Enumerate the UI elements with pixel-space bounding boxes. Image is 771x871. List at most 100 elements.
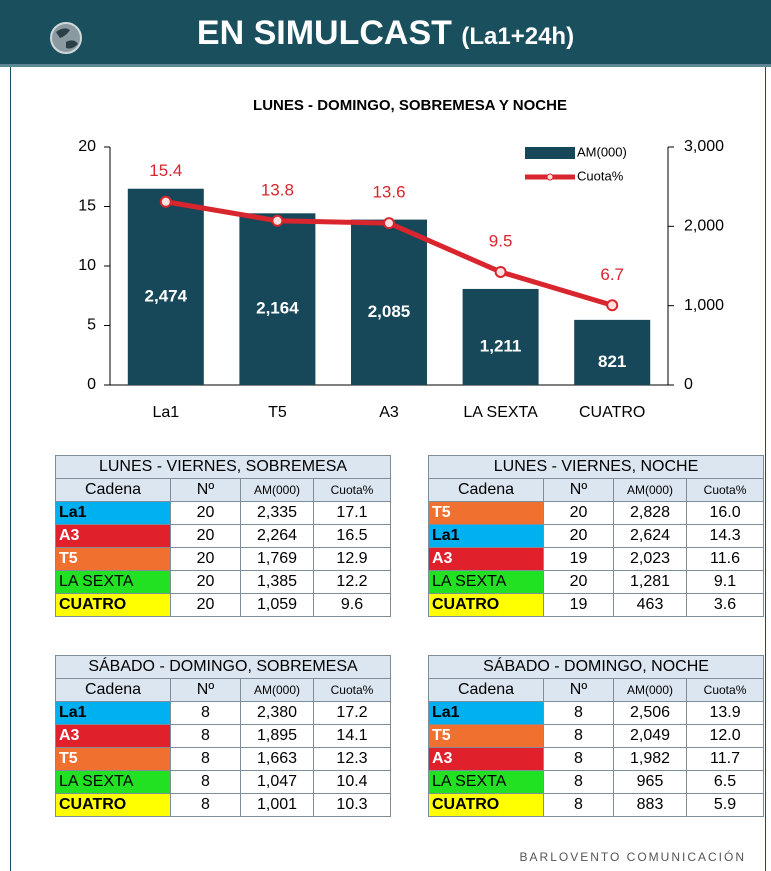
value-cell: 12.9	[313, 547, 391, 571]
bar-value-label: 2,085	[368, 302, 411, 321]
value-cell: 1,059	[240, 593, 314, 617]
y2-tick-label: 0	[684, 376, 693, 393]
table-title-row: LUNES - VIERNES, SOBREMESA	[55, 455, 391, 479]
column-header: Nº	[543, 478, 614, 502]
value-cell: 883	[613, 793, 687, 817]
bar-value-label: 2,164	[256, 299, 299, 318]
channel-cell: LA SEXTA	[55, 570, 171, 594]
legend-swatch	[525, 147, 575, 159]
title-sub: (La1+24h)	[461, 23, 575, 50]
value-cell: 463	[613, 593, 687, 617]
channel-cell: T5	[55, 747, 171, 771]
value-cell: 1,769	[240, 547, 314, 571]
value-cell: 3.6	[685, 593, 765, 617]
value-cell: 20	[543, 524, 614, 548]
value-cell: 2,049	[613, 724, 687, 748]
data-table: SÁBADO - DOMINGO, SOBREMESA Cadena Nº AM(00…	[55, 655, 391, 817]
channel-cell: A3	[428, 547, 544, 571]
table-row: LA SEXTA 20 1,385 12.2	[55, 570, 391, 594]
value-cell: 1,281	[613, 570, 687, 594]
table-row: CUATRO 8 1,001 10.3	[55, 793, 391, 817]
channel-cell: La1	[428, 524, 544, 548]
value-cell: 2,506	[613, 701, 687, 725]
value-cell: 17.1	[313, 501, 391, 525]
value-cell: 8	[170, 793, 241, 817]
value-cell: 2,023	[613, 547, 687, 571]
value-cell: 20	[170, 593, 241, 617]
chart: LUNES - DOMINGO, SOBREMESA Y NOCHE 0 5 10 1…	[78, 97, 724, 421]
value-cell: 16.5	[313, 524, 391, 548]
table-row: CUATRO 19 463 3.6	[428, 593, 765, 617]
line-value-label: 9.5	[489, 231, 513, 250]
table-title-row: SÁBADO - DOMINGO, NOCHE	[427, 655, 765, 679]
value-cell: 20	[543, 570, 614, 594]
column-header: Cuota%	[685, 678, 765, 702]
value-cell: 8	[170, 724, 241, 748]
line-value-label: 13.8	[261, 180, 294, 199]
channel-cell: T5	[428, 724, 544, 748]
data-table: LUNES - VIERNES, NOCHE Cadena Nº AM(000) Cuo…	[427, 455, 765, 617]
value-cell: 2,828	[613, 501, 687, 525]
channel-cell: CUATRO	[428, 793, 544, 817]
title-main: EN SIMULCAST	[196, 14, 452, 52]
column-header: AM(000)	[240, 478, 314, 502]
column-header: Nº	[543, 678, 614, 702]
value-cell: 20	[170, 547, 241, 571]
table-row: La1 8 2,380 17.2	[55, 701, 391, 725]
value-cell: 19	[543, 593, 614, 617]
channel-cell: T5	[428, 501, 544, 525]
table-row: LA SEXTA 8 1,047 10.4	[55, 770, 391, 794]
value-cell: 1,001	[240, 793, 314, 817]
table-title: LUNES - VIERNES, NOCHE	[427, 455, 765, 479]
data-table: SÁBADO - DOMINGO, NOCHE Cadena Nº AM(000) Cu…	[427, 655, 765, 817]
header: EN SIMULCAST (La1+24h)	[0, 0, 771, 67]
line-point	[606, 299, 619, 312]
channel-cell: T5	[55, 547, 171, 571]
column-header: AM(000)	[613, 478, 687, 502]
table-row: CUATRO 8 883 5.9	[428, 793, 765, 817]
table-row: T5 20 1,769 12.9	[55, 547, 391, 571]
table-row: A3 20 2,264 16.5	[55, 524, 391, 548]
column-header: AM(000)	[613, 678, 687, 702]
value-cell: 12.0	[685, 724, 765, 748]
table-row: LA SEXTA 8 965 6.5	[428, 770, 765, 794]
legend-label: Cuota%	[577, 168, 624, 183]
value-cell: 19	[543, 547, 614, 571]
value-cell: 13.9	[685, 701, 765, 725]
channel-cell: La1	[428, 701, 544, 725]
x-tick-label: A3	[379, 404, 399, 421]
value-cell: 20	[170, 570, 241, 594]
y2-tick-label: 1,000	[684, 297, 724, 314]
channel-cell: LA SEXTA	[428, 570, 544, 594]
value-cell: 20	[170, 524, 241, 548]
channel-cell: La1	[55, 501, 171, 525]
x-tick-label: T5	[268, 404, 287, 421]
frame	[10, 67, 766, 871]
value-cell: 1,982	[613, 747, 687, 771]
value-cell: 16.0	[685, 501, 765, 525]
bar	[462, 288, 539, 385]
chart-title: LUNES - DOMINGO, SOBREMESA Y NOCHE	[253, 97, 567, 114]
value-cell: 2,264	[240, 524, 314, 548]
line-point	[271, 214, 284, 227]
bar	[239, 213, 316, 385]
value-cell: 20	[543, 501, 614, 525]
x-tick-label: CUATRO	[579, 404, 645, 421]
bar	[351, 219, 427, 385]
table-row: A3 8 1,895 14.1	[55, 724, 391, 748]
footer: BARLOVENTO COMUNICACIÓN	[519, 850, 746, 864]
line-value-label: 6.7	[600, 265, 624, 284]
value-cell: 2,380	[240, 701, 314, 725]
table-row: A3 19 2,023 11.6	[428, 547, 765, 571]
value-cell: 8	[543, 793, 614, 817]
value-cell: 8	[170, 770, 241, 794]
bar-value-label: 1,211	[480, 336, 522, 355]
value-cell: 11.7	[685, 747, 765, 771]
value-cell: 8	[543, 770, 614, 794]
table-row: T5 8 1,663 12.3	[55, 747, 391, 771]
table-row: T5 20 2,828 16.0	[428, 501, 765, 525]
channel-cell: La1	[55, 701, 171, 725]
value-cell: 5.9	[685, 793, 765, 817]
value-cell: 8	[170, 701, 241, 725]
